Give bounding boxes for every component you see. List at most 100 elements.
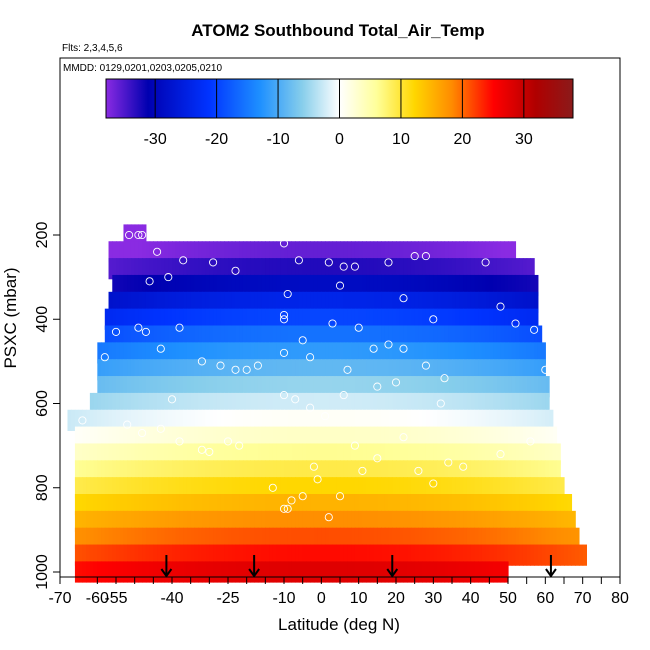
heatmap-cell [511, 494, 517, 516]
heatmap-cell [549, 510, 554, 533]
heatmap-cell [347, 291, 352, 313]
heatmap-cell [526, 291, 531, 313]
heatmap-cell [220, 561, 225, 583]
heatmap-cell [440, 342, 446, 364]
heatmap-cell [175, 443, 181, 465]
heatmap-cell [508, 376, 513, 398]
heatmap-cell [422, 494, 427, 516]
heatmap-cell [108, 258, 113, 280]
heatmap-cell [198, 342, 203, 364]
heatmap-cell [295, 561, 300, 583]
heatmap-cell [343, 241, 349, 263]
heatmap-cell [284, 409, 289, 431]
heatmap-cell [433, 510, 438, 533]
heatmap-cell [205, 342, 210, 364]
heatmap-cell [470, 392, 475, 415]
heatmap-cell [381, 460, 386, 482]
heatmap-cell [414, 460, 419, 482]
heatmap-cell [399, 376, 405, 398]
heatmap-cell [231, 325, 237, 347]
heatmap-cell [168, 460, 173, 482]
heatmap-cell [235, 510, 240, 533]
heatmap-cell [239, 494, 244, 516]
heatmap-cell [354, 274, 360, 297]
arrow-head [386, 568, 399, 578]
heatmap-cell [183, 291, 188, 313]
heatmap-cell [332, 376, 337, 398]
heatmap-cell [123, 510, 128, 533]
heatmap-cell [220, 460, 225, 482]
heatmap-cell [231, 359, 237, 381]
heatmap-cell [306, 376, 311, 398]
heatmap-cell [313, 359, 319, 381]
heatmap-cell [190, 241, 195, 263]
heatmap-cell [481, 241, 487, 263]
sample-point [556, 399, 565, 408]
heatmap-cell [463, 359, 468, 381]
heatmap-cell [190, 494, 195, 516]
heatmap-cell [470, 510, 475, 533]
heatmap-cell [410, 376, 416, 398]
heatmap-cell [414, 376, 419, 398]
heatmap-cell [425, 258, 431, 280]
heatmap-cell [86, 527, 91, 549]
heatmap-cell [429, 460, 434, 482]
heatmap-cell [448, 376, 453, 398]
heatmap-cell [496, 477, 502, 499]
heatmap-cell [276, 544, 281, 566]
heatmap-cell [358, 510, 363, 533]
heatmap-cell [500, 274, 505, 297]
heatmap-cell [388, 426, 393, 448]
sample-point [511, 319, 520, 328]
heatmap-cell [108, 376, 113, 398]
heatmap-cell [336, 510, 341, 533]
heatmap-cell [332, 510, 337, 533]
heatmap-cell [384, 325, 390, 347]
heatmap-cell [515, 409, 520, 431]
heatmap-cell [366, 544, 371, 566]
heatmap-cell [190, 426, 195, 448]
heatmap-cell [541, 460, 546, 482]
heatmap-cell [325, 510, 330, 533]
heatmap-cell [101, 494, 106, 516]
flight-marker-arrow [248, 555, 260, 578]
sample-point [134, 323, 143, 332]
heatmap-cell [504, 258, 509, 280]
heatmap-cell [321, 342, 326, 364]
heatmap-cell [511, 527, 517, 549]
heatmap-cell [272, 308, 278, 330]
heatmap-cell [198, 274, 203, 297]
heatmap-cell [291, 561, 296, 583]
heatmap-cell [269, 510, 274, 533]
heatmap-cell [354, 376, 360, 398]
heatmap-cell [452, 527, 457, 549]
heatmap-cell [254, 443, 259, 465]
heatmap-cell [164, 274, 169, 297]
heatmap-cell [272, 274, 278, 297]
heatmap-cell [481, 274, 487, 297]
heatmap-cell [459, 258, 464, 280]
heatmap-cell [175, 409, 181, 431]
heatmap-cell [515, 544, 520, 566]
heatmap-cell [310, 409, 315, 431]
heatmap-cell [452, 494, 457, 516]
heatmap-cell [224, 325, 229, 347]
heatmap-cell [190, 443, 195, 465]
heatmap-cell [354, 392, 360, 415]
heatmap-cell [310, 274, 315, 297]
heatmap-cell [254, 258, 259, 280]
heatmap-cell [392, 342, 397, 364]
heatmap-cell [354, 510, 360, 533]
heatmap-cell [97, 510, 102, 533]
heatmap-cell [481, 342, 487, 364]
heatmap-cell [201, 274, 207, 297]
heatmap-cell [280, 510, 285, 533]
heatmap-cell [138, 359, 143, 381]
heatmap-cell [351, 409, 356, 431]
heatmap-cell [407, 241, 412, 263]
heatmap-cell [276, 241, 281, 263]
heatmap-cell [433, 561, 438, 583]
heatmap-cell [231, 274, 237, 297]
heatmap-cell [231, 494, 237, 516]
heatmap-cell [157, 274, 162, 297]
